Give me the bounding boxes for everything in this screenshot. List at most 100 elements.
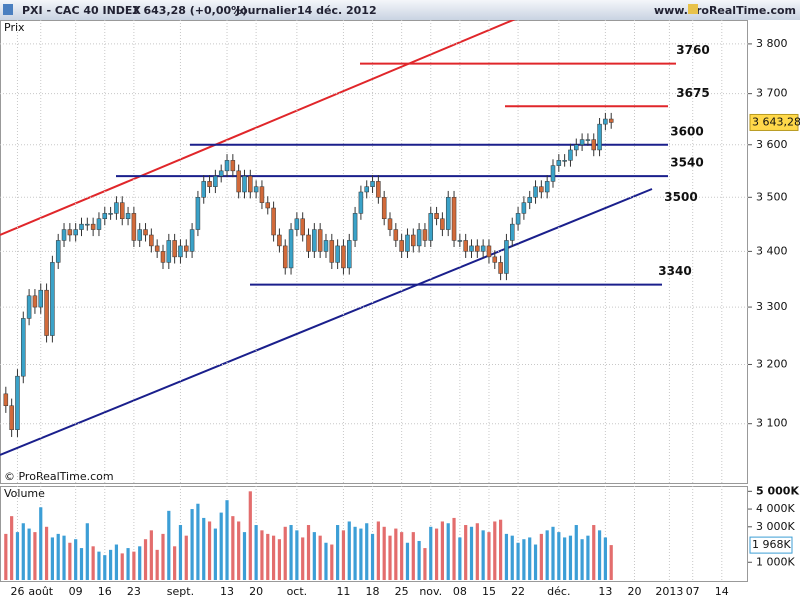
- x-tick-label: 13: [220, 585, 234, 598]
- candle-body: [574, 144, 579, 151]
- volume-bar: [603, 537, 607, 580]
- candle-body: [457, 240, 463, 242]
- candle-body: [149, 234, 154, 247]
- volume-bar: [85, 523, 89, 580]
- candle-body: [50, 262, 55, 336]
- candle-body: [323, 240, 329, 252]
- volume-bar: [27, 528, 31, 580]
- x-tick-label: déc.: [547, 585, 570, 598]
- candle-body: [85, 223, 90, 226]
- y-tick-label: 3 600: [756, 138, 788, 151]
- volume-bar: [539, 533, 543, 580]
- candle-body: [178, 245, 183, 258]
- candle-body: [527, 197, 532, 203]
- candle-body: [114, 202, 119, 214]
- level-label: 3340: [658, 264, 691, 278]
- volume-bar: [481, 530, 485, 580]
- candle-body: [603, 118, 608, 125]
- candle-body: [347, 240, 352, 269]
- volume-bar: [365, 523, 369, 580]
- volume-bar: [440, 521, 444, 580]
- volume-bar: [68, 542, 72, 580]
- candle-body: [119, 202, 125, 220]
- volume-bar: [469, 526, 474, 580]
- x-tick-label: 2013: [655, 585, 683, 598]
- volume-bar: [242, 532, 247, 580]
- volume-bar: [347, 521, 351, 580]
- candle-body: [224, 160, 230, 172]
- candle-body: [352, 213, 358, 241]
- volume-bar: [254, 525, 258, 580]
- site: www.ProRealTime.com: [654, 4, 796, 17]
- panel-title: Prix: [4, 21, 25, 34]
- candle-body: [492, 256, 498, 263]
- volume-bar: [56, 533, 60, 580]
- x-tick-label: nov.: [419, 585, 442, 598]
- volume-bar: [178, 525, 183, 580]
- candle-body: [533, 186, 538, 198]
- candle-body: [184, 245, 189, 252]
- volume-bar: [568, 535, 573, 580]
- x-tick-label: 22: [511, 585, 525, 598]
- volume-bar: [312, 532, 316, 580]
- candle-body: [160, 251, 166, 263]
- x-tick-label: 11: [336, 585, 350, 598]
- volume-bar: [283, 526, 287, 580]
- candle-body: [341, 245, 346, 269]
- volume-bar: [423, 548, 427, 580]
- last-price-label: 3 643,28: [752, 115, 800, 128]
- volume-bar: [487, 532, 491, 580]
- candle-body: [539, 186, 544, 193]
- volume-bar: [120, 553, 124, 580]
- volume-bar: [493, 521, 497, 580]
- candle-body: [288, 229, 294, 269]
- volume-bar: [510, 535, 514, 580]
- candle-body: [515, 213, 521, 225]
- volume-bar: [91, 546, 95, 580]
- candle-body: [312, 229, 317, 252]
- candle-body: [172, 240, 177, 258]
- candle-body: [154, 245, 160, 252]
- candle-body: [125, 213, 131, 220]
- candle-body: [282, 245, 288, 269]
- candle-body: [67, 229, 73, 236]
- volume-bar: [405, 542, 410, 580]
- volume-bar: [400, 532, 404, 580]
- volume-bar: [295, 530, 299, 580]
- volume-bar: [202, 517, 206, 580]
- candle-body: [393, 229, 399, 241]
- volume-bar: [21, 523, 25, 580]
- trendline-label: 3500: [664, 190, 697, 204]
- candle-body: [248, 175, 253, 193]
- volume-bar: [597, 530, 602, 580]
- volume-bar: [458, 537, 462, 580]
- volume-bar: [62, 535, 66, 580]
- volume-bar: [504, 533, 509, 580]
- candle-body: [3, 393, 9, 406]
- candle-body: [422, 229, 428, 241]
- volume-bar: [434, 528, 439, 580]
- x-tick-label: 20: [627, 585, 641, 598]
- candle-body: [201, 181, 206, 198]
- volume-bar: [301, 537, 305, 580]
- volume-bar: [336, 525, 340, 580]
- candle-body: [9, 405, 14, 430]
- candle-body: [306, 234, 311, 252]
- candle-body: [440, 218, 445, 230]
- volume-bar: [138, 546, 142, 580]
- volume-bar: [376, 521, 380, 580]
- volume-bar: [324, 542, 328, 580]
- candle-body: [55, 240, 61, 263]
- volume-bar: [417, 540, 421, 580]
- y-tick-label: 3 200: [756, 357, 788, 370]
- volume-bar: [533, 544, 538, 580]
- volume-bar: [219, 512, 223, 580]
- volume-bar: [103, 555, 107, 580]
- volume-bar: [231, 516, 235, 580]
- volume-bar: [155, 549, 159, 580]
- volume-bar: [306, 525, 311, 580]
- candle-body: [428, 213, 434, 241]
- candle-body: [44, 289, 49, 336]
- candle-body: [102, 213, 108, 220]
